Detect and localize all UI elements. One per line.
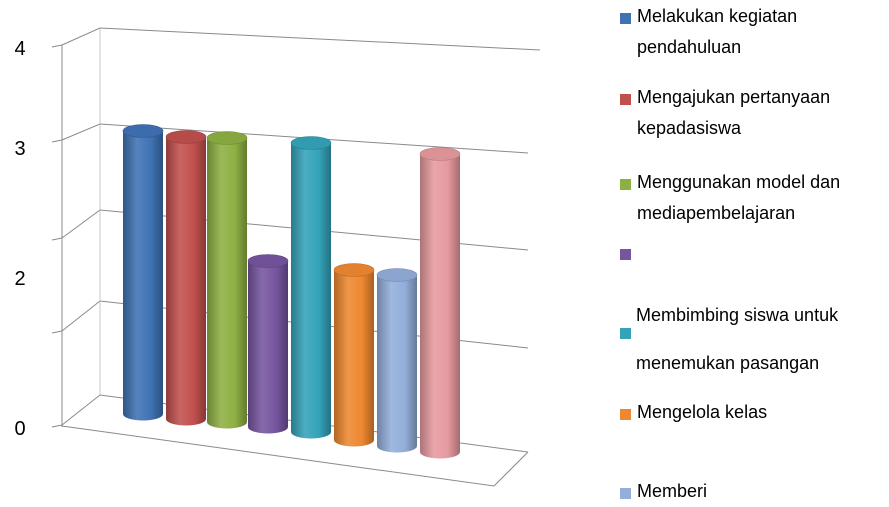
y-tick-label: 2 [14, 268, 25, 290]
legend-label: kepadasiswa [637, 118, 742, 138]
bar-cylinder [122, 124, 164, 421]
legend-item: Mengelola kelas [620, 402, 767, 422]
y-axis: 0 2 3 4 [14, 38, 63, 440]
bar-body [166, 137, 206, 426]
y-tick-mark [51, 424, 63, 428]
bar-top [206, 131, 248, 145]
y-tick-mark [51, 139, 63, 143]
bar-top [333, 263, 375, 277]
legend-label: Mengelola kelas [637, 402, 767, 422]
bar-top [165, 130, 207, 144]
legend-swatch [620, 328, 631, 339]
floor-edge [61, 425, 529, 487]
bar-cylinder [206, 131, 248, 429]
y-tick-label: 0 [14, 418, 25, 440]
bar-body [123, 131, 163, 421]
y-tick-mark [51, 330, 63, 334]
bar-top [247, 254, 289, 268]
legend-item: Memberi [620, 481, 707, 501]
legend: Melakukan kegiatan pendahuluan Mengajukan … [620, 6, 840, 501]
bar-body [291, 143, 331, 439]
gridline [61, 27, 541, 51]
bar-cylinder [290, 136, 332, 439]
legend-label: Membimbing siswa untuk [636, 305, 839, 325]
legend-item: Menggunakan model dan mediapembelajaran [620, 172, 840, 223]
legend-swatch [620, 94, 631, 105]
legend-item: Membimbing siswa untuk menemukan pasangan [620, 305, 839, 373]
bar-body [248, 261, 288, 434]
bar-body [377, 275, 417, 453]
legend-item [620, 249, 631, 260]
y-tick-label: 4 [14, 38, 25, 60]
legend-label: Melakukan kegiatan [637, 6, 797, 26]
legend-swatch [620, 409, 631, 420]
legend-label: menemukan pasangan [636, 353, 819, 373]
legend-swatch [620, 13, 631, 24]
y-tick-label: 3 [14, 138, 25, 160]
legend-label: Menggunakan model dan [637, 172, 840, 192]
legend-swatch [620, 488, 631, 499]
bar-top [122, 124, 164, 138]
bar-cylinder [247, 254, 289, 434]
y-tick-mark [51, 237, 63, 241]
bar-top [419, 147, 461, 161]
legend-label: Mengajukan pertanyaan [637, 87, 830, 107]
bars [122, 124, 461, 459]
bar-top [376, 268, 418, 282]
bar-cylinder [165, 130, 207, 426]
legend-item: Mengajukan pertanyaan kepadasiswa [620, 87, 830, 138]
legend-swatch [620, 249, 631, 260]
y-tick-mark [51, 44, 63, 48]
bar-cylinder [333, 263, 375, 447]
legend-label: mediapembelajaran [637, 203, 795, 223]
legend-label: Memberi [637, 481, 707, 501]
bar-cylinder [376, 268, 418, 453]
bar-body [334, 270, 374, 447]
legend-item: Melakukan kegiatan pendahuluan [620, 6, 797, 57]
bar-body [420, 154, 460, 459]
bar-cylinder [419, 147, 461, 459]
bar-body [207, 138, 247, 429]
legend-label: pendahuluan [637, 37, 741, 57]
legend-swatch [620, 179, 631, 190]
bar-top [290, 136, 332, 150]
